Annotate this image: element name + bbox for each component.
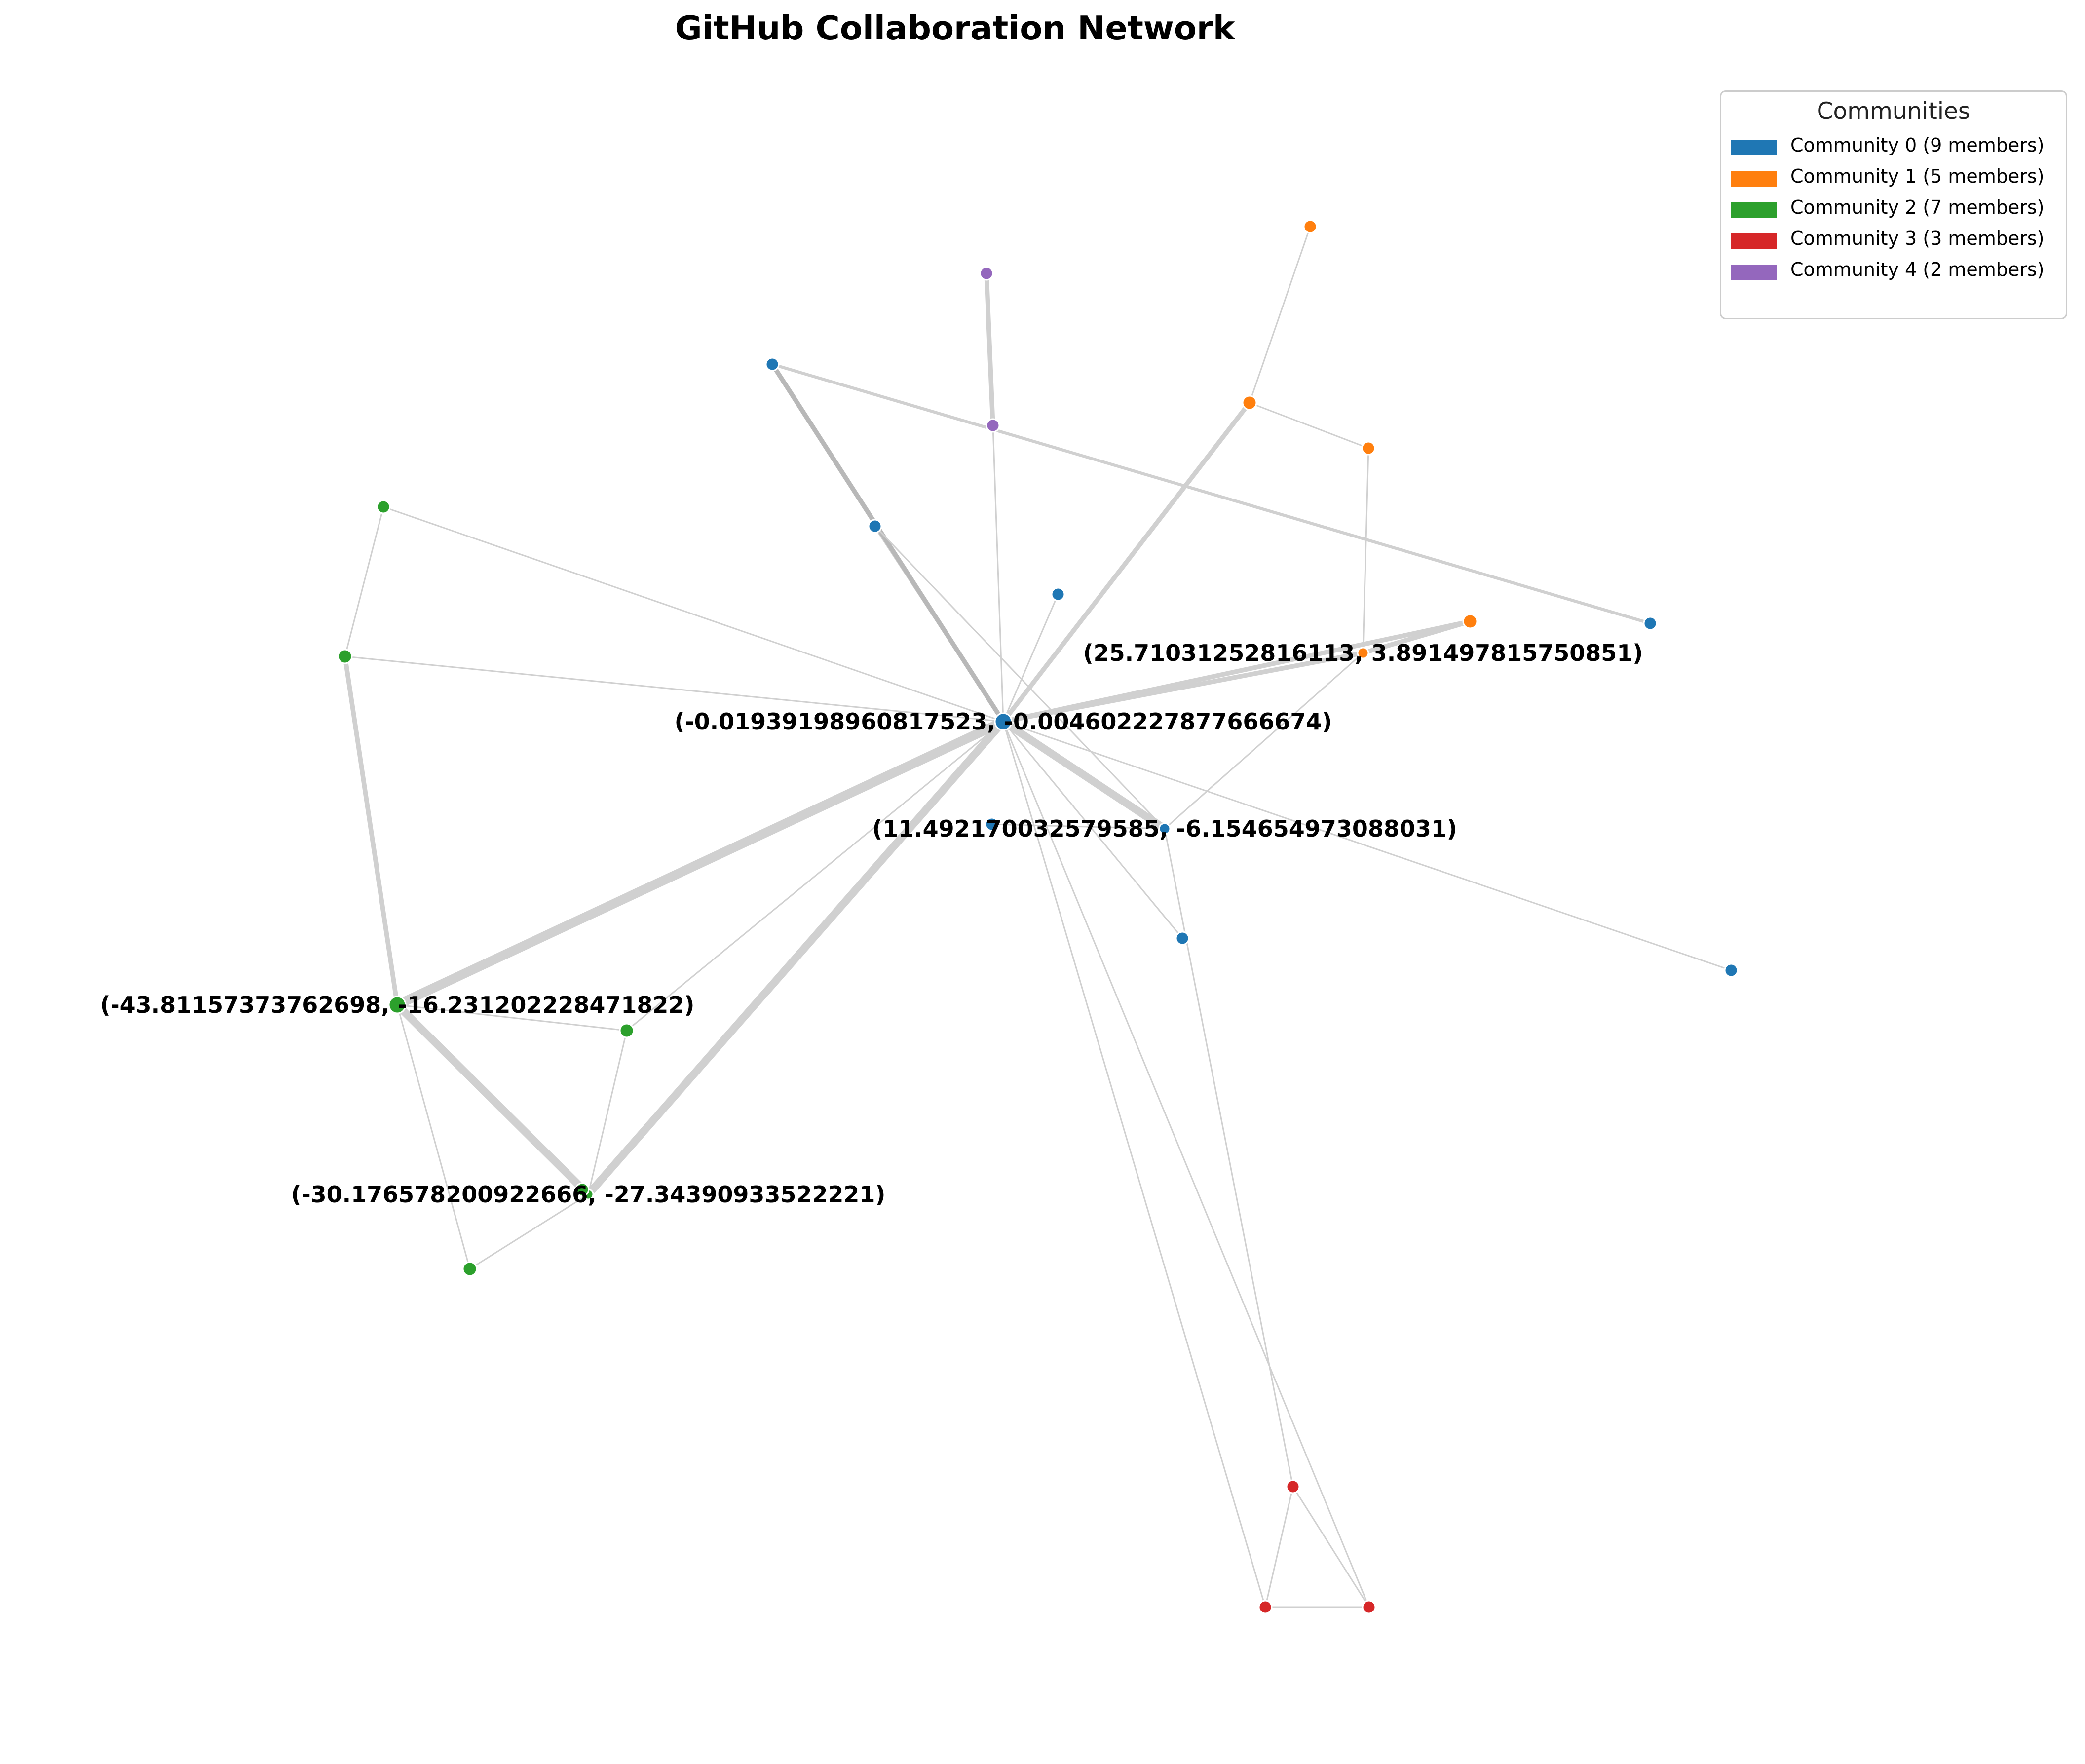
- node-community-0: [868, 519, 882, 534]
- edge: [984, 271, 995, 428]
- nodes-layer: [337, 219, 1739, 1614]
- edge: [991, 823, 1166, 830]
- node-community-1: [1303, 219, 1318, 234]
- node-community-1: [1357, 647, 1369, 659]
- node-community-0: [1051, 587, 1065, 602]
- node-community-0: [1643, 616, 1658, 631]
- node-community-2: [337, 649, 353, 664]
- edge: [770, 362, 1006, 724]
- edge: [1264, 1486, 1294, 1608]
- edge: [344, 655, 1004, 723]
- legend-label: Community 2 (7 members): [1790, 196, 2045, 218]
- legend-label: Community 4 (2 members): [1790, 259, 2045, 280]
- chart-title: GitHub Collaboration Network: [675, 9, 1235, 47]
- legend-label: Community 1 (5 members): [1790, 165, 2045, 187]
- edge: [999, 718, 1169, 833]
- legend-label: Community 3 (3 members): [1790, 228, 2045, 249]
- edge: [1249, 226, 1311, 404]
- edge: [626, 721, 1004, 1032]
- legend-item-community-2: Community 2 (7 members): [1731, 193, 2062, 224]
- node-community-1: [1242, 395, 1257, 411]
- legend-item-community-4: Community 4 (2 members): [1731, 256, 2062, 286]
- node-community-3: [1362, 1600, 1376, 1614]
- edge: [344, 506, 384, 657]
- edge: [382, 506, 1004, 723]
- node-community-0: [1158, 822, 1171, 835]
- labels-layer: (-0.01939198960817523, -0.00460222787766…: [100, 640, 1643, 1208]
- node-community-2: [376, 499, 391, 514]
- legend: Communities Community 0 (9 members) Comm…: [1720, 90, 2067, 319]
- edge: [1361, 619, 1473, 655]
- node-community-2: [575, 1182, 590, 1197]
- edge: [587, 1030, 628, 1195]
- edge: [342, 654, 400, 1007]
- legend-swatch-community-0: [1731, 140, 1777, 155]
- legend-item-community-0: Community 0 (9 members): [1731, 131, 2062, 162]
- legend-swatch-community-2: [1731, 202, 1777, 218]
- node-community-4: [979, 266, 994, 281]
- node-community-3: [1286, 1479, 1300, 1494]
- edge: [1001, 400, 1252, 724]
- node-label: (-30.176578200922666, -27.34390933522221…: [291, 1181, 886, 1208]
- node-community-0: [1724, 963, 1739, 978]
- node-label: (-0.01939198960817523, -0.00460222787766…: [675, 708, 1332, 735]
- edge: [1002, 593, 1059, 723]
- node-community-4: [986, 418, 1000, 433]
- node-community-0: [765, 357, 780, 372]
- node-community-3: [1258, 1600, 1273, 1614]
- edge: [1249, 402, 1369, 449]
- edge: [1164, 652, 1364, 830]
- node-community-2: [462, 1261, 478, 1277]
- node-label: (11.492170032579585, -6.154654973088031): [872, 815, 1457, 842]
- legend-swatch-community-4: [1731, 265, 1777, 280]
- edge: [992, 424, 1004, 723]
- edge: [469, 1193, 589, 1270]
- node-community-1: [1361, 441, 1376, 456]
- node-community-2: [619, 1023, 635, 1038]
- edge: [1002, 721, 1266, 1608]
- node-community-0: [985, 817, 999, 832]
- node-community-0: [1175, 931, 1190, 946]
- edge: [1292, 1486, 1370, 1608]
- node-label: (25.71031252816113, 3.891497815750851): [1083, 640, 1643, 666]
- edge: [392, 717, 1008, 1010]
- edge: [584, 718, 1007, 1198]
- edge: [1001, 651, 1365, 724]
- legend-swatch-community-3: [1731, 233, 1777, 249]
- node-community-1: [1462, 614, 1478, 629]
- edge: [874, 525, 1166, 830]
- edge: [396, 1004, 628, 1032]
- edge: [396, 1004, 583, 1190]
- legend-label: Community 0 (9 members): [1790, 134, 2045, 156]
- edges-layer: [342, 226, 1732, 1608]
- legend-item-community-3: Community 3 (3 members): [1731, 225, 2062, 255]
- node-community-2: [388, 996, 407, 1014]
- edge: [1002, 721, 1370, 1608]
- edge: [1362, 447, 1369, 654]
- edge: [1002, 721, 1732, 971]
- legend-item-community-1: Community 1 (5 members): [1731, 162, 2062, 193]
- edge: [396, 1004, 471, 1270]
- node-community-0: [994, 712, 1013, 731]
- legend-swatch-community-1: [1731, 171, 1777, 187]
- edge: [1002, 721, 1183, 939]
- node-label: (-43.81157373762698, -16.231202228471822…: [100, 992, 695, 1018]
- edge: [770, 362, 1652, 625]
- legend-title: Communities: [1817, 98, 1971, 125]
